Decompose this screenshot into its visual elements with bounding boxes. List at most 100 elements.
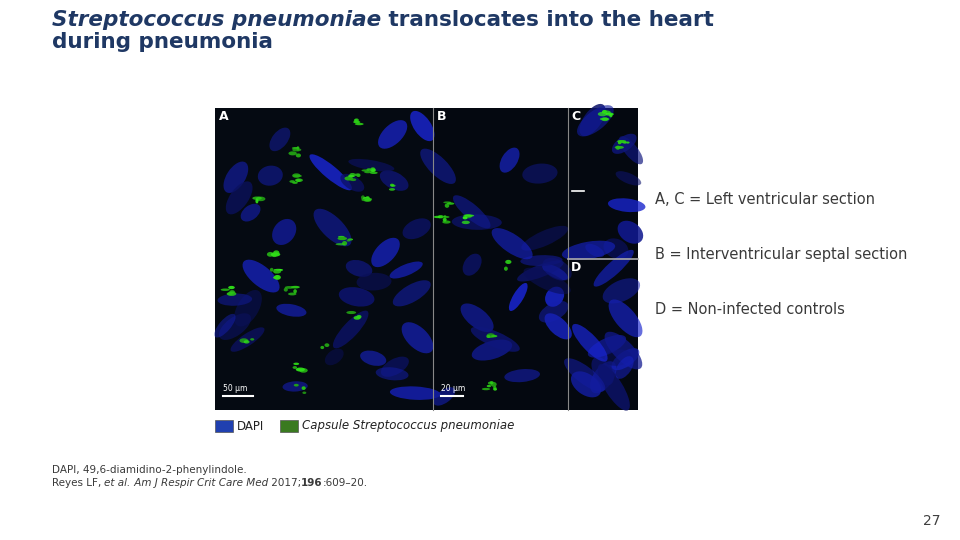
Ellipse shape (390, 184, 394, 187)
Ellipse shape (463, 217, 468, 219)
Ellipse shape (354, 173, 359, 176)
Ellipse shape (433, 387, 455, 406)
Ellipse shape (438, 215, 443, 218)
Ellipse shape (274, 275, 281, 280)
Ellipse shape (443, 220, 450, 224)
Ellipse shape (605, 332, 642, 369)
Ellipse shape (371, 168, 375, 172)
Ellipse shape (626, 141, 630, 144)
Ellipse shape (226, 181, 252, 214)
Ellipse shape (488, 382, 493, 384)
Ellipse shape (521, 226, 568, 251)
Ellipse shape (293, 366, 297, 369)
Ellipse shape (360, 350, 386, 366)
Ellipse shape (564, 358, 606, 392)
Ellipse shape (492, 228, 533, 259)
Ellipse shape (284, 288, 288, 292)
Ellipse shape (252, 197, 262, 200)
Ellipse shape (465, 214, 474, 217)
Bar (215, 108, 433, 410)
Ellipse shape (270, 268, 274, 272)
Text: et al.: et al. (105, 478, 131, 488)
Ellipse shape (378, 120, 407, 148)
Ellipse shape (612, 134, 636, 154)
Ellipse shape (288, 293, 297, 295)
Ellipse shape (520, 255, 563, 266)
Ellipse shape (273, 269, 281, 274)
Ellipse shape (251, 338, 254, 341)
Ellipse shape (390, 261, 422, 279)
Ellipse shape (482, 388, 491, 390)
Ellipse shape (440, 215, 444, 218)
Ellipse shape (487, 335, 491, 338)
Ellipse shape (244, 340, 250, 343)
Ellipse shape (444, 201, 451, 204)
Ellipse shape (289, 180, 295, 183)
Ellipse shape (292, 147, 300, 149)
Ellipse shape (470, 327, 519, 352)
Ellipse shape (401, 322, 433, 353)
Ellipse shape (381, 356, 409, 377)
Ellipse shape (241, 204, 260, 221)
Ellipse shape (296, 153, 301, 158)
Ellipse shape (605, 350, 632, 366)
Ellipse shape (294, 384, 299, 387)
Ellipse shape (491, 335, 497, 338)
Ellipse shape (375, 367, 409, 380)
Ellipse shape (339, 287, 374, 307)
Text: Capsule Streptococcus pneumoniae: Capsule Streptococcus pneumoniae (302, 420, 515, 433)
Ellipse shape (504, 369, 540, 382)
Ellipse shape (285, 286, 294, 289)
Ellipse shape (462, 221, 469, 224)
Text: Am J Respir Crit Care Med: Am J Respir Crit Care Med (131, 478, 268, 488)
Ellipse shape (420, 148, 456, 184)
Ellipse shape (586, 244, 604, 257)
Ellipse shape (273, 276, 279, 279)
Ellipse shape (598, 112, 608, 116)
Ellipse shape (324, 343, 329, 347)
Text: DAPI, 49,6-diamidino-2-phenylindole.: DAPI, 49,6-diamidino-2-phenylindole. (52, 465, 247, 475)
Ellipse shape (234, 290, 262, 327)
Ellipse shape (380, 170, 409, 191)
Ellipse shape (356, 273, 392, 291)
Ellipse shape (371, 167, 375, 172)
Ellipse shape (270, 127, 290, 151)
Ellipse shape (366, 196, 370, 198)
Ellipse shape (274, 269, 283, 271)
Ellipse shape (342, 241, 348, 246)
Ellipse shape (294, 362, 300, 365)
Ellipse shape (218, 294, 252, 306)
Ellipse shape (346, 260, 372, 277)
Ellipse shape (577, 105, 613, 137)
Ellipse shape (243, 260, 279, 293)
Text: A, C = Left ventricular section: A, C = Left ventricular section (655, 192, 875, 207)
Ellipse shape (282, 381, 308, 391)
Ellipse shape (345, 177, 353, 180)
Ellipse shape (619, 136, 643, 164)
Ellipse shape (444, 204, 449, 208)
Ellipse shape (363, 197, 371, 199)
Ellipse shape (463, 214, 472, 218)
Ellipse shape (347, 311, 356, 314)
Ellipse shape (314, 209, 351, 246)
Ellipse shape (453, 195, 491, 228)
Ellipse shape (296, 368, 305, 372)
Ellipse shape (493, 386, 496, 390)
Ellipse shape (602, 117, 609, 121)
Ellipse shape (580, 104, 606, 136)
Ellipse shape (618, 141, 621, 144)
Ellipse shape (276, 304, 306, 317)
Ellipse shape (347, 239, 350, 241)
Text: D: D (571, 261, 582, 274)
Ellipse shape (606, 112, 613, 116)
Ellipse shape (610, 113, 612, 117)
Ellipse shape (493, 388, 497, 390)
Ellipse shape (487, 385, 492, 387)
Ellipse shape (444, 216, 449, 218)
Ellipse shape (615, 171, 641, 185)
Ellipse shape (499, 147, 519, 173)
Text: translocates into the heart: translocates into the heart (381, 10, 714, 30)
Ellipse shape (309, 154, 352, 190)
Ellipse shape (302, 392, 306, 394)
Text: 196: 196 (301, 478, 323, 488)
